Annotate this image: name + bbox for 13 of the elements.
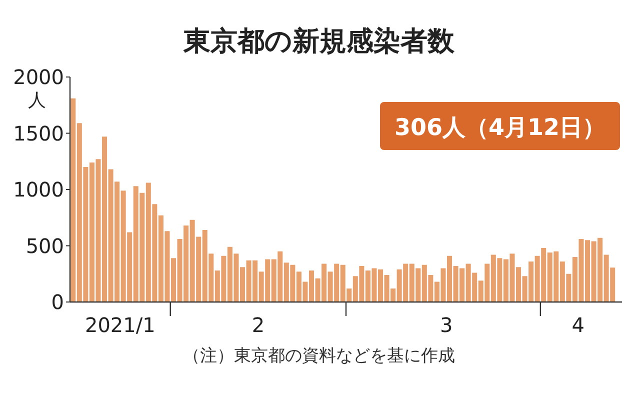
annotation: 306人（4月12日） <box>394 115 606 141</box>
text: （注）東京都の資料などを基に作成 <box>183 346 455 366</box>
y-tick-label: 1500 <box>13 121 64 146</box>
x-tick-label: 3 <box>440 313 453 337</box>
y-tick-label: 1000 <box>13 178 64 202</box>
x-tick-label: 4 <box>572 313 584 337</box>
y-tick-label: 2000 <box>13 65 64 89</box>
y-tick-label: 0 <box>51 290 64 314</box>
y-axis-title: 人 <box>28 90 46 111</box>
x-tick-label: 2021/1 <box>84 313 156 337</box>
chart-title: 東京都の新規感染者数 <box>182 26 456 57</box>
x-tick-label: 2 <box>252 313 265 337</box>
y-tick-label: 500 <box>26 234 64 258</box>
